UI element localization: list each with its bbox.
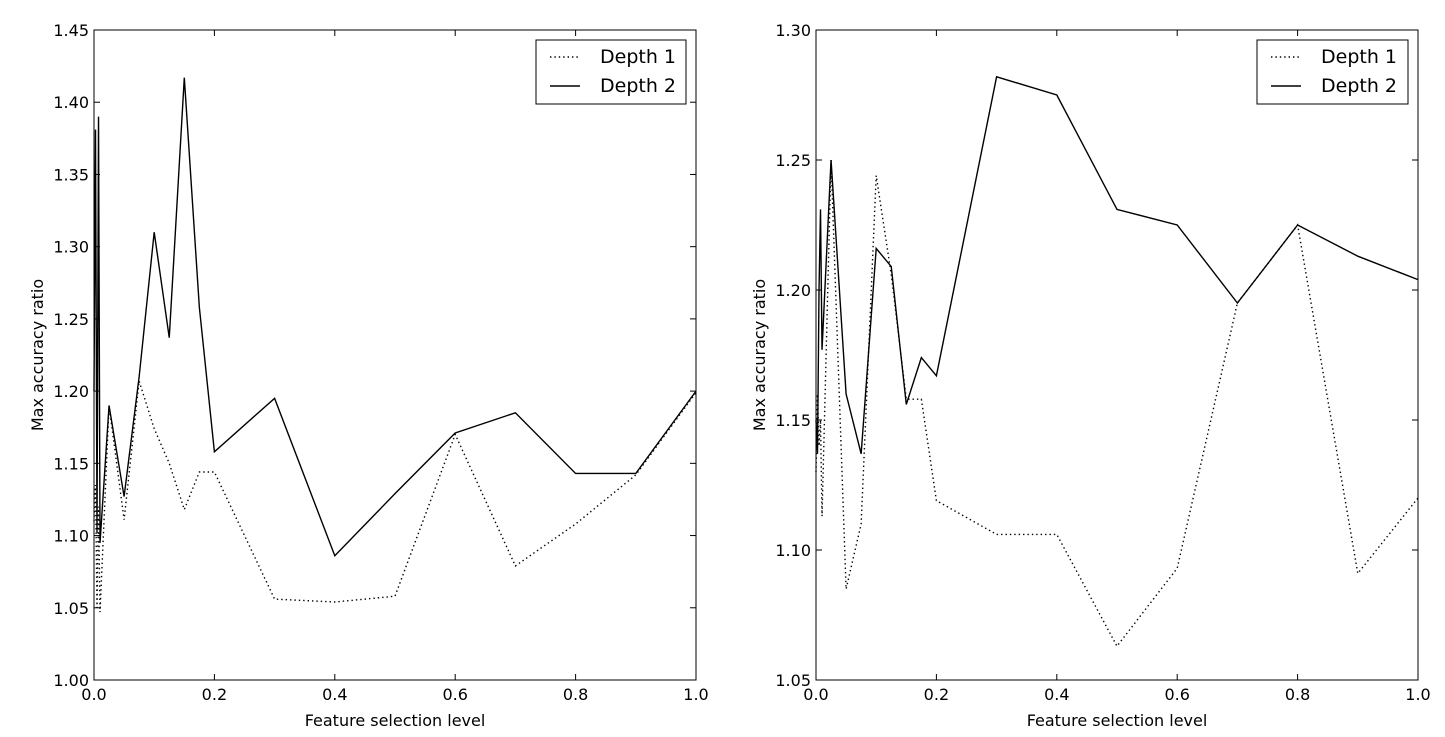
- left-legend-label-depth-2: Depth 2: [600, 75, 676, 97]
- left-ytick-label: 1.30: [53, 238, 89, 257]
- left-legend-box: [535, 39, 687, 105]
- left-ytick-label: 1.05: [53, 599, 89, 618]
- left-xtick-label: 0.4: [322, 685, 347, 704]
- left-ytick-label: 1.00: [53, 671, 89, 690]
- right-ytick-label: 1.20: [775, 281, 811, 300]
- left-chart-lines: [93, 77, 697, 613]
- right-chart-ylabel: Max accuracy ratio: [750, 279, 769, 431]
- left-ytick-label: 1.45: [53, 21, 89, 40]
- right-chart-panel: Feature selection level Max accuracy rat…: [750, 21, 1431, 730]
- right-xtick-label: 0.4: [1044, 685, 1069, 704]
- left-series-depth-2-line: [93, 77, 697, 558]
- right-series-depth-2-line: [815, 75, 1419, 454]
- right-ytick-label: 1.05: [775, 671, 811, 690]
- left-xtick-label: 0.0: [81, 685, 106, 704]
- right-ytick-label: 1.30: [775, 21, 811, 40]
- left-xtick-label: 0.6: [442, 685, 467, 704]
- left-series-depth-1-line: [93, 380, 697, 613]
- left-chart-legend: Depth 1 Depth 2: [535, 39, 687, 105]
- left-chart-frame: [93, 29, 697, 681]
- left-ytick-label: 1.10: [53, 527, 89, 546]
- left-chart-ticks: [93, 29, 697, 681]
- right-chart-tick-labels: 0.0 0.2 0.4 0.6 0.8 1.0 1.05 1.10 1.15 1.20 1.25 1.…: [775, 21, 1430, 704]
- right-chart-ticks: [815, 29, 1419, 681]
- left-ytick-label: 1.40: [53, 93, 89, 112]
- left-xtick-label: 1.0: [683, 685, 708, 704]
- left-ytick-label: 1.20: [53, 382, 89, 401]
- right-ytick-label: 1.15: [775, 411, 811, 430]
- right-series-depth-1-line: [815, 159, 1419, 648]
- left-ytick-label: 1.15: [53, 454, 89, 473]
- right-legend-label-depth-2: Depth 2: [1321, 75, 1397, 97]
- right-xtick-label: 0.8: [1285, 685, 1310, 704]
- left-ytick-label: 1.25: [53, 310, 89, 329]
- right-ytick-label: 1.10: [775, 541, 811, 560]
- right-ytick-label: 1.25: [775, 151, 811, 170]
- right-chart-frame: [815, 29, 1419, 681]
- right-chart-lines: [815, 75, 1419, 648]
- left-chart-ylabel: Max accuracy ratio: [28, 279, 47, 431]
- left-xtick-label: 0.2: [202, 685, 227, 704]
- left-chart-tick-labels: 0.0 0.2 0.4 0.6 0.8 1.0 1.00 1.05 1.10 1.15 1.20 1.…: [53, 21, 708, 704]
- left-chart-panel: Feature selection level Max accuracy rat…: [28, 21, 709, 730]
- right-legend-box: [1256, 39, 1409, 105]
- right-xtick-label: 0.2: [924, 685, 949, 704]
- left-legend-label-depth-1: Depth 1: [600, 46, 676, 68]
- right-xtick-label: 0.6: [1164, 685, 1189, 704]
- left-xtick-label: 0.8: [563, 685, 588, 704]
- left-chart-xlabel: Feature selection level: [305, 711, 486, 730]
- right-xtick-label: 1.0: [1405, 685, 1430, 704]
- right-chart-legend: Depth 1 Depth 2: [1256, 39, 1409, 105]
- right-xtick-label: 0.0: [803, 685, 828, 704]
- left-ytick-label: 1.35: [53, 165, 89, 184]
- right-legend-label-depth-1: Depth 1: [1321, 46, 1397, 68]
- right-chart-xlabel: Feature selection level: [1027, 711, 1208, 730]
